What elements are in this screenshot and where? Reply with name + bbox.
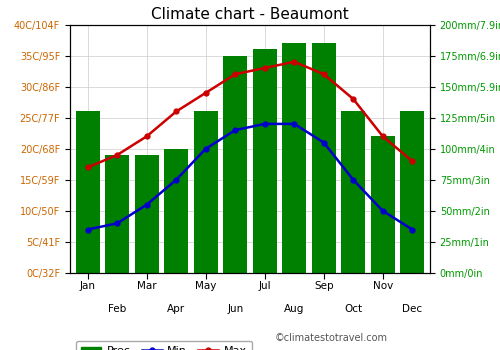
Bar bbox=[342, 112, 365, 273]
Bar bbox=[106, 155, 129, 273]
Legend: Prec, Min, Max: Prec, Min, Max bbox=[76, 341, 252, 350]
Title: Climate chart - Beaumont: Climate chart - Beaumont bbox=[151, 7, 349, 22]
Text: Feb: Feb bbox=[108, 303, 126, 314]
Bar bbox=[253, 49, 276, 273]
Bar bbox=[76, 112, 100, 273]
Bar bbox=[400, 112, 424, 273]
Text: Apr: Apr bbox=[167, 303, 186, 314]
Text: Aug: Aug bbox=[284, 303, 304, 314]
Text: Jun: Jun bbox=[227, 303, 244, 314]
Bar bbox=[371, 136, 394, 273]
Text: Dec: Dec bbox=[402, 303, 422, 314]
Text: Oct: Oct bbox=[344, 303, 362, 314]
Bar bbox=[194, 112, 218, 273]
Bar bbox=[135, 155, 158, 273]
Bar bbox=[224, 56, 247, 273]
Text: ©climatestotravel.com: ©climatestotravel.com bbox=[275, 333, 388, 343]
Bar bbox=[164, 149, 188, 273]
Bar bbox=[282, 43, 306, 273]
Bar bbox=[312, 43, 336, 273]
